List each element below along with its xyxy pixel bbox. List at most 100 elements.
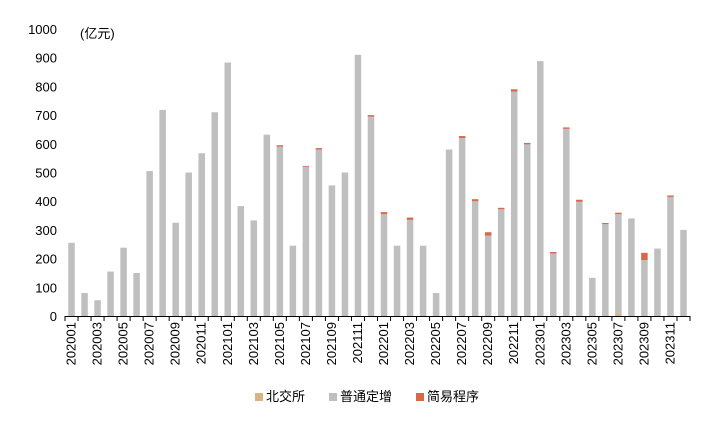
bar-segment <box>276 146 284 316</box>
bar-segment <box>380 212 388 215</box>
legend-swatch <box>329 393 337 401</box>
bar-segment <box>81 293 88 316</box>
x-tick-label: 202001 <box>64 322 79 365</box>
bar-segment <box>354 54 362 316</box>
bar-segment <box>615 212 622 215</box>
bar-segment <box>419 245 427 316</box>
x-tick-label: 202011 <box>194 322 209 364</box>
x-tick-label: 202111 <box>350 322 365 363</box>
y-tick-label: 0 <box>50 309 57 324</box>
bar-segment <box>471 199 479 202</box>
bar-segment <box>185 172 192 316</box>
bar-segment <box>237 206 245 316</box>
bar-segment <box>406 217 414 220</box>
bar-segment <box>550 253 557 316</box>
bar-segment <box>393 245 401 316</box>
x-tick-label: 202209 <box>480 322 495 365</box>
bar-segment <box>302 165 310 167</box>
bar-segment <box>289 245 297 316</box>
legend-label: 北交所 <box>266 389 305 404</box>
x-tick-label: 202307 <box>610 322 625 365</box>
bar-segment <box>276 145 284 147</box>
bar-segment <box>484 232 492 236</box>
bar-segment <box>315 148 323 150</box>
x-tick-label: 202005 <box>116 322 131 365</box>
bar-segment <box>497 209 505 316</box>
bar-segment <box>211 112 218 316</box>
x-tick-label: 202205 <box>428 322 443 365</box>
y-tick-label: 600 <box>35 137 57 152</box>
bar-segment <box>497 207 505 210</box>
x-tick-label: 202211 <box>506 322 521 364</box>
x-tick-label: 202003 <box>90 322 105 365</box>
legend-swatch <box>416 393 424 401</box>
bar-segment <box>537 61 544 316</box>
bar-segment <box>146 171 153 316</box>
bar-segment <box>484 235 492 316</box>
bar-segment <box>172 222 179 316</box>
x-tick-label: 202107 <box>298 322 313 365</box>
bar-segment <box>680 229 687 316</box>
x-tick-label: 202101 <box>220 322 235 365</box>
legend-label: 普通定增 <box>340 389 392 404</box>
bar-segment <box>589 277 596 316</box>
x-tick-label: 202201 <box>376 322 391 365</box>
x-tick-label: 202103 <box>246 322 261 365</box>
bar-segment <box>432 293 440 316</box>
x-axis: 202001 202003 202005 202007 202009 202011 2021… <box>64 316 691 365</box>
legend: 北交所 普通定增 简易程序 <box>255 389 479 404</box>
y-tick-label: 900 <box>35 51 57 66</box>
bar-segment <box>68 242 75 316</box>
bar-segment <box>667 196 674 316</box>
bar-segment <box>471 201 479 316</box>
y-tick-label: 100 <box>35 280 57 295</box>
x-tick-label: 202007 <box>142 322 157 365</box>
x-tick-label: 202207 <box>454 322 469 365</box>
bar-segment <box>94 300 101 316</box>
bar-segment <box>458 138 466 316</box>
x-tick-label: 202105 <box>272 322 287 365</box>
bar-segment <box>510 91 518 316</box>
x-tick-label: 202303 <box>558 322 573 365</box>
bar-segment <box>615 214 622 314</box>
bar-segment <box>628 218 635 316</box>
bar-segment <box>159 109 166 317</box>
bar-segment <box>602 224 609 316</box>
unit-label: (亿元) <box>80 26 115 41</box>
bar-segment <box>523 144 531 316</box>
bar-segment <box>641 260 648 316</box>
bar-segment <box>458 136 466 139</box>
bar-segment <box>654 248 661 316</box>
bar-segment <box>510 89 518 92</box>
bar-segment <box>328 185 336 316</box>
legend-label: 简易程序 <box>427 389 479 404</box>
x-tick-label: 202309 <box>636 322 651 365</box>
y-tick-label: 200 <box>35 252 57 267</box>
bars-layer <box>68 54 687 317</box>
y-tick-label: 800 <box>35 79 57 94</box>
bar-segment <box>641 252 648 261</box>
bar-segment <box>550 252 557 254</box>
x-tick-label: 202311 <box>662 322 677 364</box>
bar-segment <box>302 166 310 316</box>
y-tick-label: 700 <box>35 108 57 123</box>
bar-segment <box>406 219 414 316</box>
bar-segment <box>445 149 453 316</box>
x-tick-label: 202305 <box>584 322 599 365</box>
bar-segment <box>367 115 375 117</box>
x-tick-label: 202203 <box>402 322 417 365</box>
bar-segment <box>341 172 349 316</box>
y-tick-label: 1000 <box>28 22 57 37</box>
y-tick-label: 500 <box>35 166 57 181</box>
x-tick-label: 202301 <box>532 322 547 365</box>
bar-segment <box>602 223 609 225</box>
x-tick-label: 202109 <box>324 322 339 365</box>
bar-segment <box>523 142 531 145</box>
bar-segment <box>667 195 674 197</box>
bar-segment <box>563 128 570 316</box>
bar-segment <box>563 127 570 129</box>
y-tick-label: 400 <box>35 194 57 209</box>
bar-segment <box>198 153 205 316</box>
